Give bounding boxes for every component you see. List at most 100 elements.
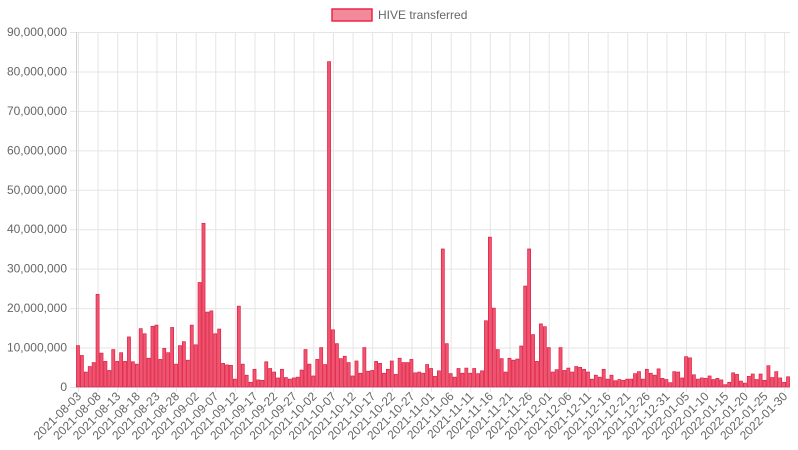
bar[interactable] — [197, 282, 202, 388]
bar[interactable] — [527, 248, 531, 388]
bar[interactable] — [660, 378, 665, 388]
bar[interactable] — [123, 361, 127, 388]
bar[interactable] — [413, 372, 418, 388]
bar[interactable] — [409, 359, 414, 388]
bar[interactable] — [229, 365, 233, 388]
bar[interactable] — [546, 347, 551, 388]
bar[interactable] — [703, 378, 708, 388]
bar[interactable] — [688, 357, 692, 388]
bar[interactable] — [276, 377, 280, 388]
bar[interactable] — [535, 361, 539, 388]
bar[interactable] — [578, 366, 582, 388]
bar[interactable] — [507, 357, 512, 388]
bar[interactable] — [460, 372, 465, 388]
bar[interactable] — [429, 368, 433, 388]
bar[interactable] — [582, 368, 586, 388]
bar[interactable] — [774, 371, 779, 388]
bar[interactable] — [323, 364, 327, 388]
bar[interactable] — [743, 382, 747, 388]
bar[interactable] — [378, 363, 382, 388]
bar[interactable] — [692, 374, 696, 388]
bar[interactable] — [225, 364, 229, 388]
bar[interactable] — [417, 371, 422, 388]
bar[interactable] — [550, 371, 555, 388]
bar[interactable] — [80, 355, 84, 388]
bar[interactable] — [456, 368, 461, 388]
bar[interactable] — [491, 307, 496, 388]
bar[interactable] — [131, 361, 135, 388]
bar[interactable] — [531, 334, 535, 388]
bar[interactable] — [327, 61, 331, 388]
bar[interactable] — [617, 379, 622, 388]
bar[interactable] — [170, 327, 174, 388]
bar[interactable] — [727, 381, 732, 388]
bar[interactable] — [178, 345, 182, 388]
bar[interactable] — [382, 372, 386, 388]
bar[interactable] — [695, 378, 700, 388]
bar[interactable] — [236, 305, 241, 388]
bar[interactable] — [201, 223, 206, 388]
bar[interactable] — [609, 374, 614, 388]
bar[interactable] — [715, 378, 720, 388]
bar[interactable] — [539, 323, 543, 388]
bar[interactable] — [193, 344, 198, 388]
bar[interactable] — [452, 376, 457, 388]
bar[interactable] — [342, 355, 347, 388]
bar[interactable] — [652, 374, 657, 388]
bar[interactable] — [440, 248, 445, 388]
bar[interactable] — [570, 371, 575, 388]
bar[interactable] — [495, 349, 500, 388]
bar[interactable] — [103, 361, 108, 388]
bar[interactable] — [370, 370, 375, 388]
bar[interactable] — [374, 361, 378, 388]
bar[interactable] — [515, 358, 520, 388]
bar[interactable] — [354, 360, 359, 388]
bar[interactable] — [134, 363, 139, 388]
bar[interactable] — [256, 379, 261, 388]
bar[interactable] — [684, 356, 688, 388]
bar[interactable] — [523, 285, 528, 388]
bar[interactable] — [83, 371, 88, 388]
bar[interactable] — [182, 341, 186, 388]
bar[interactable] — [248, 381, 253, 388]
bar[interactable] — [746, 376, 751, 388]
bar[interactable] — [625, 378, 630, 388]
bar[interactable] — [303, 349, 308, 388]
bar[interactable] — [146, 357, 151, 388]
bar[interactable] — [566, 367, 571, 388]
bar[interactable] — [766, 365, 771, 388]
bar[interactable] — [91, 362, 96, 388]
bar[interactable] — [272, 371, 276, 388]
bar[interactable] — [142, 333, 147, 388]
bar[interactable] — [433, 376, 437, 388]
bar[interactable] — [437, 370, 441, 388]
bar[interactable] — [358, 372, 363, 388]
bar[interactable] — [754, 379, 759, 388]
bar[interactable] — [217, 328, 222, 388]
bar[interactable] — [554, 369, 559, 388]
bar[interactable] — [699, 377, 704, 388]
bar[interactable] — [480, 370, 484, 388]
bar[interactable] — [707, 375, 712, 388]
bar[interactable] — [244, 374, 249, 388]
bar[interactable] — [586, 371, 590, 388]
bar[interactable] — [448, 373, 453, 388]
bar[interactable] — [350, 375, 355, 388]
bar[interactable] — [397, 357, 402, 388]
bar[interactable] — [291, 377, 296, 388]
bar[interactable] — [346, 362, 351, 388]
bar[interactable] — [542, 326, 547, 388]
bar[interactable] — [786, 376, 790, 388]
legend[interactable]: HIVE transferred — [331, 8, 467, 22]
bar[interactable] — [76, 345, 80, 388]
bar[interactable] — [444, 343, 449, 388]
bar[interactable] — [315, 359, 320, 388]
bar[interactable] — [641, 378, 645, 388]
bar[interactable] — [664, 379, 669, 388]
bar[interactable] — [366, 370, 371, 388]
bar[interactable] — [739, 380, 743, 388]
bar[interactable] — [558, 347, 563, 388]
bar[interactable] — [154, 324, 159, 388]
bar[interactable] — [264, 361, 269, 388]
bar[interactable] — [150, 325, 155, 388]
